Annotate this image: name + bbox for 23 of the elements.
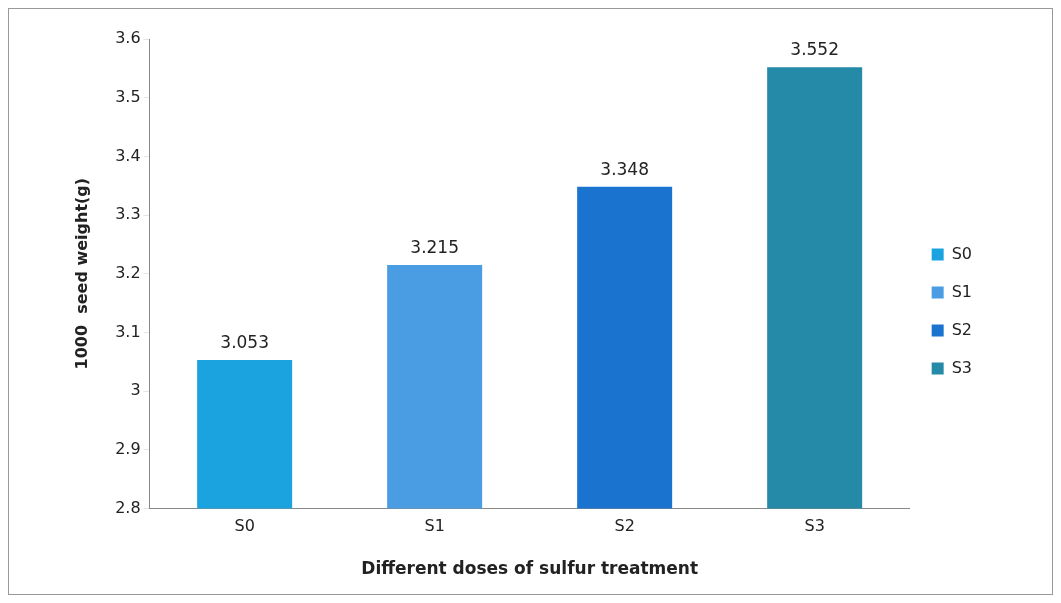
x-tick-label: S2 xyxy=(614,516,635,536)
y-axis-title: 1000 seed weight(g) xyxy=(71,177,91,370)
data-label: 3.348 xyxy=(600,158,649,179)
legend-label: S1 xyxy=(951,281,973,301)
data-label: 3.552 xyxy=(790,39,839,60)
data-label: 3.053 xyxy=(220,331,269,352)
legend-label: S2 xyxy=(951,319,973,339)
data-label: 3.215 xyxy=(410,236,459,257)
y-tick-label: 3 xyxy=(130,380,141,400)
y-tick-label: 3.6 xyxy=(115,28,141,48)
x-tick-label: S3 xyxy=(804,516,825,536)
y-tick-label: 2.9 xyxy=(115,438,141,458)
y-tick-label: 3.5 xyxy=(115,86,141,106)
y-tick-label: 3.3 xyxy=(115,204,141,224)
y-tick-label: 3.2 xyxy=(115,262,141,282)
x-tick-label: S0 xyxy=(234,516,255,536)
x-axis-title: Different doses of sulfur treatment xyxy=(361,558,699,579)
y-tick-label: 3.1 xyxy=(115,321,141,341)
legend-label: S0 xyxy=(951,243,973,263)
x-tick-label: S1 xyxy=(424,516,445,536)
y-tick-label: 2.8 xyxy=(115,497,141,517)
y-tick-label: 3.4 xyxy=(115,145,141,165)
legend-label: S3 xyxy=(951,357,973,377)
